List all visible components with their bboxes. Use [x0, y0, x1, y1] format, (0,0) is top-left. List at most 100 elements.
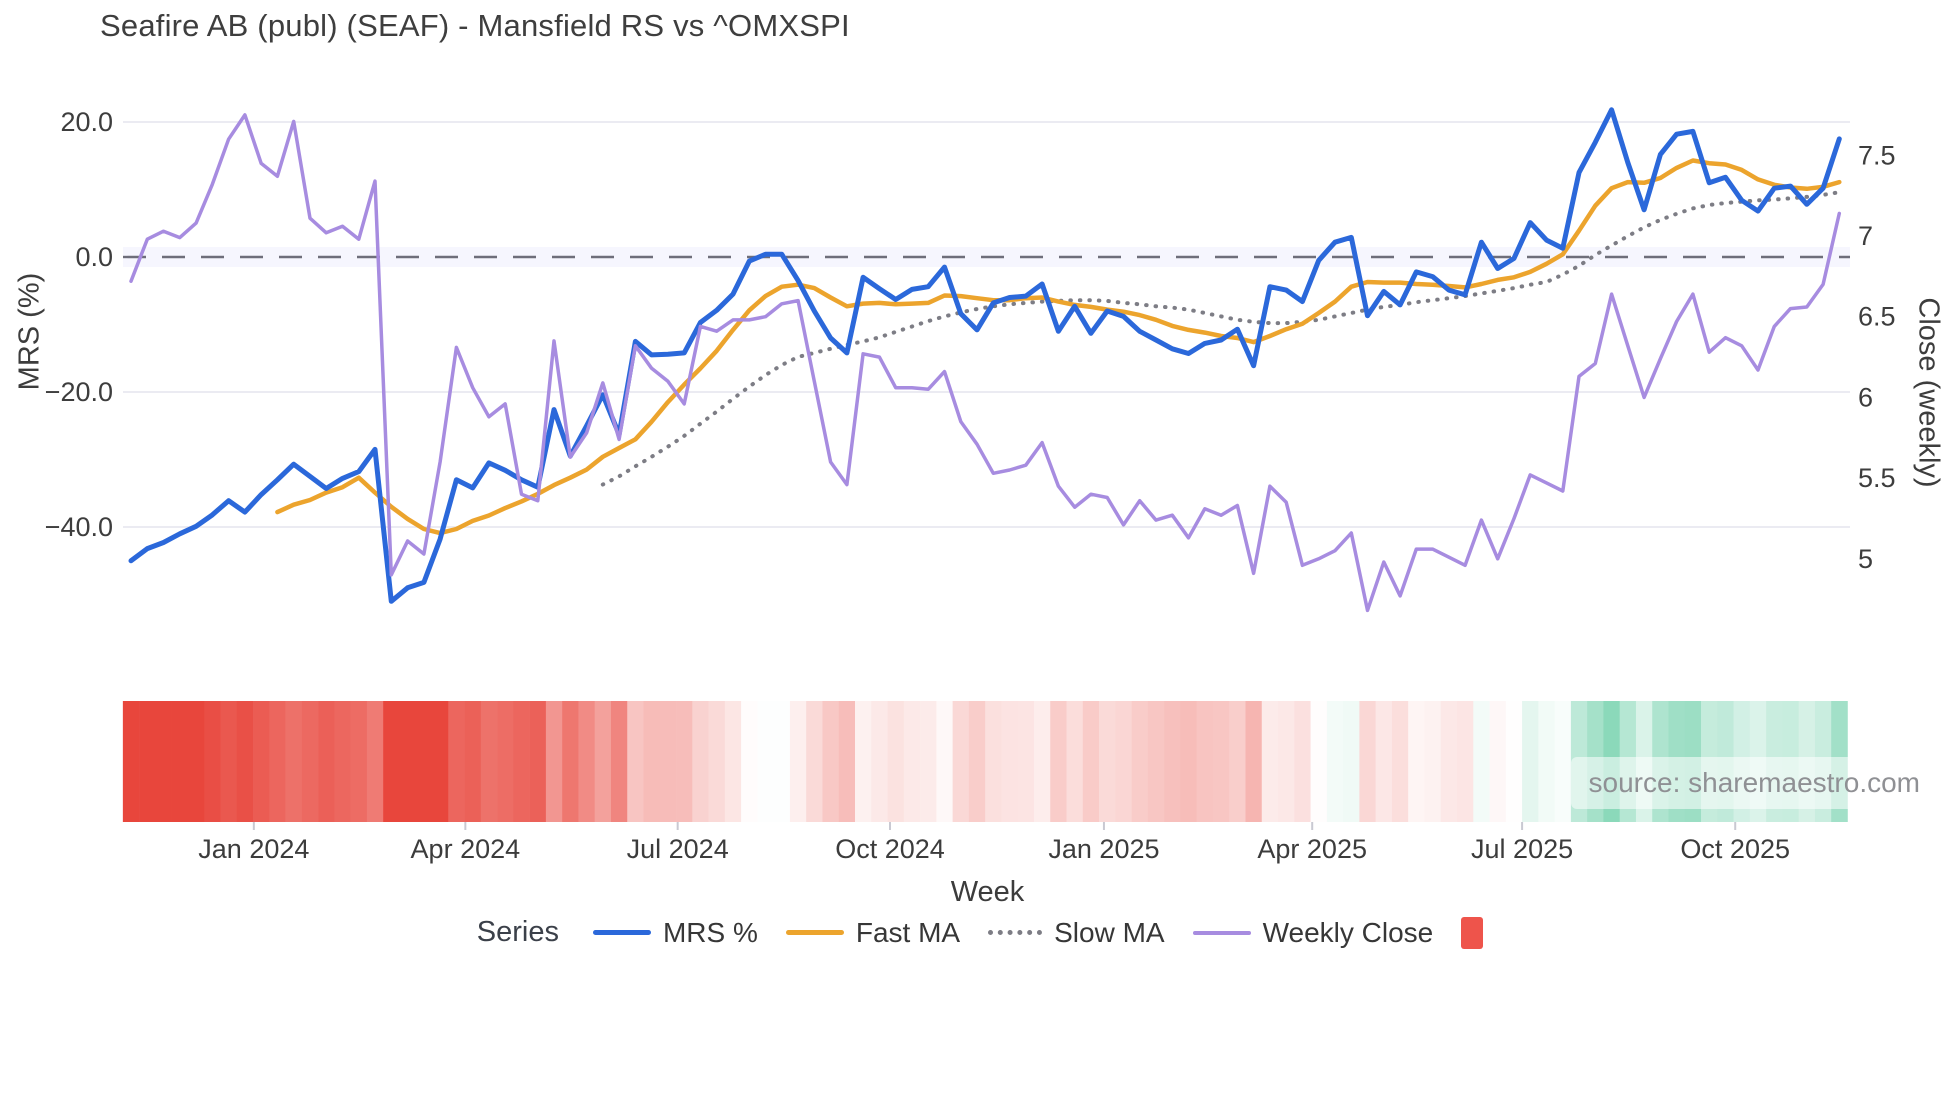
legend-item-label: Weekly Close	[1262, 916, 1434, 948]
legend-item-weekly-close[interactable]: Weekly Close	[1192, 916, 1434, 949]
left-tick-label: −40.0	[45, 512, 113, 542]
legend: Series MRS % Fast MA Slow MA Weekly Close	[0, 916, 1960, 949]
x-tick-label: Jan 2025	[1048, 834, 1159, 864]
heatmap-cell	[171, 701, 189, 822]
heatmap-cell	[1050, 701, 1067, 822]
legend-item-slow-ma[interactable]: Slow MA	[988, 917, 1165, 949]
heatmap-cell	[155, 701, 172, 822]
heatmap-cell	[318, 701, 335, 822]
heatmap-cell	[822, 701, 840, 822]
heatmap-cell	[1001, 701, 1019, 822]
heatmap-cell	[1440, 701, 1458, 822]
right-tick-label: 6.5	[1858, 302, 1896, 332]
heatmap-cell	[253, 701, 270, 822]
x-axis-title: Week	[950, 876, 1025, 908]
heatmap-cell	[187, 701, 205, 822]
heatmap-cell	[301, 701, 319, 822]
heatmap-cell	[334, 701, 351, 822]
right-tick-label: 7	[1858, 221, 1873, 251]
heatmap-cell	[985, 701, 1002, 822]
heatmap-cell	[789, 701, 807, 822]
heatmap-cell	[497, 701, 514, 822]
heatmap-cell	[139, 701, 156, 822]
x-tick-label: Jul 2024	[627, 834, 729, 864]
series-line-weekly-close	[129, 113, 1842, 613]
heatmap-cell	[220, 701, 238, 822]
heatmap-cell	[1017, 701, 1035, 822]
heatmap-cell	[122, 701, 140, 822]
heatmap-cell	[285, 701, 303, 822]
right-tick-label: 7.5	[1858, 140, 1896, 170]
heatmap-cell	[1033, 701, 1051, 822]
heatmap-cell	[464, 701, 482, 822]
heatmap-cell	[1326, 701, 1344, 822]
heatmap-cell	[952, 701, 970, 822]
heatmap-cell	[1408, 701, 1425, 822]
heatmap-cell	[1261, 701, 1279, 822]
legend-item-mrs-[interactable]: MRS %	[592, 916, 758, 949]
line-swatch-icon	[1192, 930, 1251, 935]
heatmap-cell	[1505, 701, 1523, 822]
heatmap-cell	[269, 701, 286, 822]
heatmap-cell	[676, 701, 693, 822]
heatmap-cell	[724, 701, 742, 822]
left-tick-label: −20.0	[45, 377, 113, 407]
right-tick-label: 6	[1858, 382, 1873, 412]
right-tick-label: 5.5	[1858, 463, 1896, 493]
line-swatch-icon	[785, 930, 844, 935]
heatmap-cell	[1131, 701, 1149, 822]
line-swatch-icon	[592, 930, 651, 935]
heatmap-cell	[1391, 701, 1409, 822]
heatmap-cell	[1522, 701, 1539, 822]
series-line-fast-ma	[275, 158, 1842, 536]
heatmap-cell	[366, 701, 384, 822]
heatmap-cell	[708, 701, 726, 822]
heatmap-cell	[1457, 701, 1474, 822]
heatmap-cell	[578, 701, 595, 822]
heatmap-cell	[968, 701, 986, 822]
legend-item-fast-ma[interactable]: Fast MA	[785, 917, 960, 949]
heatmap-cell	[1538, 701, 1555, 822]
series-line-mrs-	[128, 107, 1842, 604]
heatmap-cell	[627, 701, 644, 822]
heatmap-cell	[562, 701, 579, 822]
heatmap-cell	[350, 701, 368, 822]
heatmap-cell	[855, 701, 872, 822]
page-title: Seafire AB (publ) (SEAF) - Mansfield RS …	[100, 8, 850, 43]
left-tick-label: 20.0	[60, 107, 113, 137]
heatmap-cell	[773, 701, 791, 822]
heatmap-cell	[513, 701, 530, 822]
x-tick-label: Jul 2025	[1471, 834, 1573, 864]
series-line-slow-ma	[600, 190, 1842, 487]
heatmap-cell	[480, 701, 498, 822]
heatmap-cell	[1082, 701, 1100, 822]
heatmap-cell	[659, 701, 677, 822]
heatmap-cell	[529, 701, 547, 822]
source-attribution: source: sharemaestro.com	[1570, 757, 1938, 809]
heatmap-cell	[920, 701, 937, 822]
heatmap-cell	[1554, 701, 1572, 822]
heatmap-cell	[1229, 701, 1246, 822]
heatmap-cell	[936, 701, 953, 822]
heatmap-cell	[692, 701, 709, 822]
heatmap-cell	[1164, 701, 1181, 822]
heatmap-cell	[415, 701, 433, 822]
heatmap-cell	[903, 701, 921, 822]
heatmap-cell	[1310, 701, 1328, 822]
heatmap-cell	[1245, 701, 1263, 822]
x-tick-label: Oct 2025	[1680, 834, 1790, 864]
heatmap-cell	[1147, 701, 1165, 822]
heatmap-cell	[1278, 701, 1295, 822]
heatmap-cell	[1115, 701, 1132, 822]
x-tick-label: Apr 2024	[411, 834, 521, 864]
legend-item-label: MRS %	[662, 916, 758, 948]
heatmap-cell	[1473, 701, 1490, 822]
heatmap-swatch-icon[interactable]	[1461, 916, 1484, 949]
heatmap-cell	[545, 701, 563, 822]
heatmap-cell	[1066, 701, 1084, 822]
legend-items: MRS % Fast MA Slow MA Weekly Close	[592, 916, 1484, 949]
heatmap-cell	[1359, 701, 1376, 822]
heatmap-cell	[1180, 701, 1197, 822]
heatmap-cell	[838, 701, 856, 822]
